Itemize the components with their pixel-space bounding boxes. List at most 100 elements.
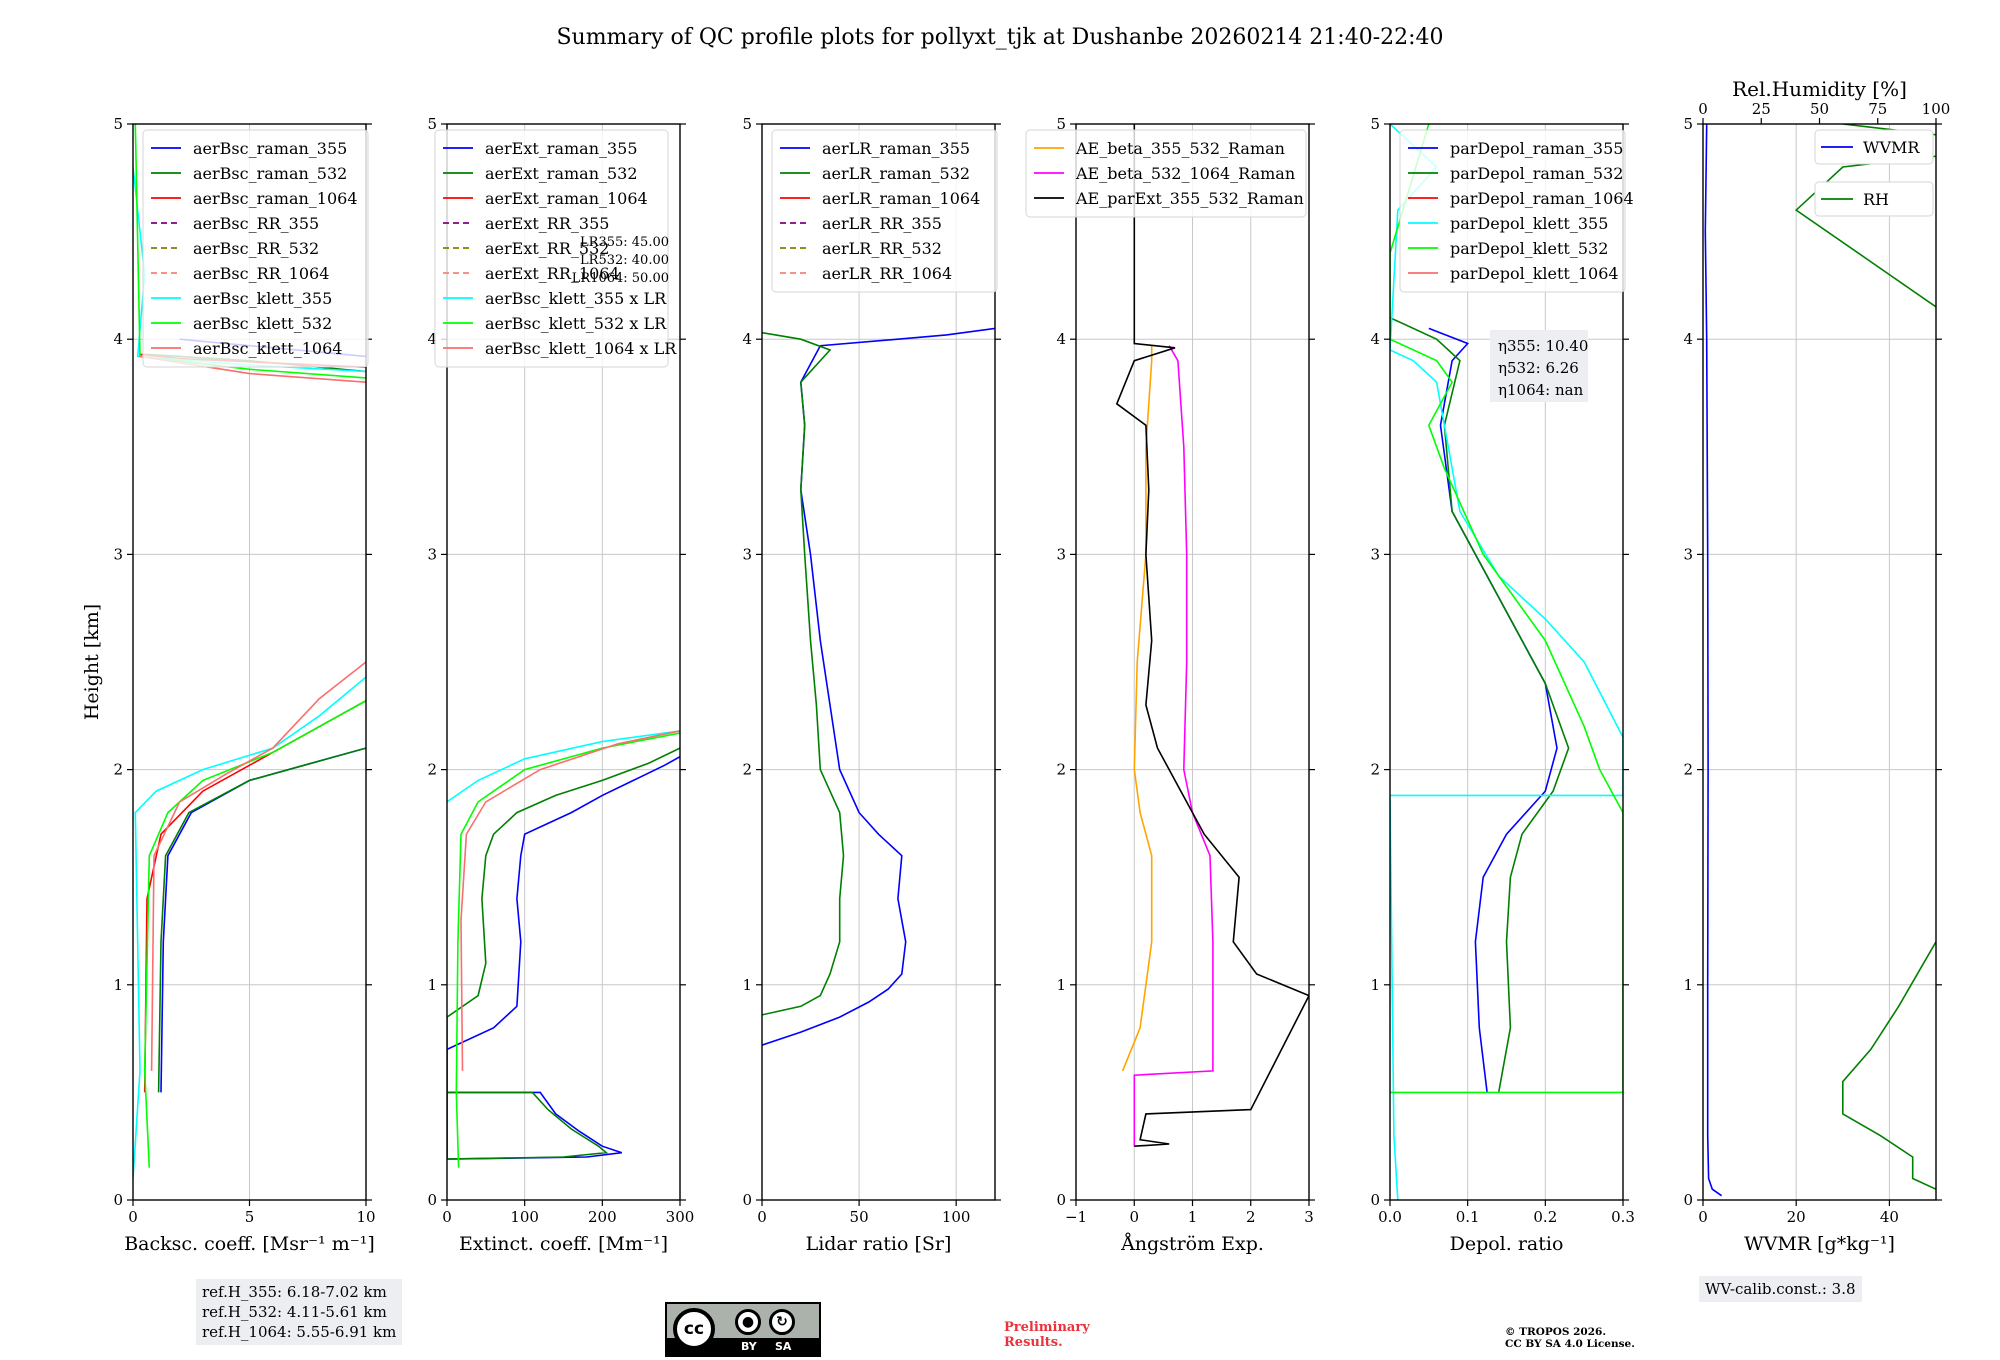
cc-sa-label: SA [775, 1340, 792, 1353]
y-tick-label: 2 [1056, 761, 1066, 779]
y-tick-label: 1 [1056, 976, 1066, 994]
legend-box [434, 129, 669, 368]
y-tick-label: 3 [1370, 545, 1380, 563]
cc-license-logo: cc ● ↻ BY SA [665, 1302, 821, 1357]
x-axis-label: WVMR [g*kg⁻¹] [1744, 1233, 1895, 1255]
legend-label: aerLR_raman_355 [822, 139, 970, 158]
x-tick-label: 0 [442, 1208, 452, 1226]
legend-label: WVMR [1863, 138, 1920, 157]
x-tick-label: 50 [850, 1208, 869, 1226]
y-tick-label: 0 [1056, 1191, 1066, 1209]
legend-label: RH [1863, 190, 1889, 209]
ref-height-1064: ref.H_1064: 5.55-6.91 km [202, 1323, 397, 1341]
x-tick-label: 0 [1129, 1208, 1139, 1226]
series-line-parDepol_raman_355 [1428, 327, 1558, 1093]
x-tick-label: 5 [245, 1208, 255, 1226]
series-line-parDepol_klett_532 [1390, 124, 1623, 1094]
preliminary-line-2: Results. [1004, 1335, 1063, 1350]
legend-label: aerExt_RR_532 [485, 239, 609, 258]
legend-label: aerBsc_klett_355 x LR [485, 289, 667, 308]
eta-label: η355: 10.40 [1498, 337, 1588, 355]
eta-box-bg [1490, 330, 1588, 402]
legend-label: aerLR_raman_1064 [822, 189, 980, 208]
legend: aerExt_raman_355 aerExt_raman_532 aerExt_r… [434, 129, 677, 368]
legend-box [1025, 129, 1307, 218]
y-tick-label: 0 [1370, 1191, 1380, 1209]
legend-box [142, 129, 369, 368]
y-tick-label: 5 [742, 115, 752, 133]
y-axis-label: Height [km] [81, 604, 103, 720]
series-line-parDepol_klett_355 [1390, 124, 1623, 1200]
legend-label: aerBsc_raman_355 [193, 139, 347, 158]
series-line-AE_parExt_355_532_Raman [1115, 124, 1309, 1147]
legend: WVMR RH [1814, 129, 1934, 217]
y-tick-label: 5 [1056, 115, 1066, 133]
panel-depol: 0.0 0.1 0.2 0.3 0 1 2 3 4 5 Depol. ratio parDepol_r… [1370, 115, 1634, 1255]
y-tick-label: 1 [113, 976, 123, 994]
by-person-icon: ● [735, 1309, 761, 1335]
legend: parDepol_raman_355 parDepol_raman_532 parD… [1399, 129, 1634, 293]
y-tick-label: 3 [1056, 545, 1066, 563]
y-tick-label: 0 [427, 1191, 437, 1209]
legend-label: aerBsc_klett_1064 x LR [485, 339, 677, 358]
axes-frame [446, 123, 681, 1201]
x-tick-label: 100 [942, 1208, 971, 1226]
legend-label: aerBsc_RR_355 [193, 214, 319, 233]
panel-water_vapor: 0 20 40 0 1 2 3 4 5 WVMR [g*kg⁻¹] WVMR RH Rel.Humidi… [1683, 77, 1951, 1255]
eta-label: η1064: nan [1498, 381, 1584, 399]
top-tick-label: 100 [1922, 100, 1951, 118]
copyright-line-1: © TROPOS 2026. [1505, 1326, 1607, 1338]
wv-calib-box: WV-calib.const.: 3.8 [1699, 1276, 1862, 1302]
legend-label: parDepol_klett_1064 [1450, 264, 1619, 283]
series-line-aerBsc_raman_532 [157, 747, 366, 1093]
y-tick-label: 4 [1370, 330, 1380, 348]
x-tick-label: −1 [1065, 1208, 1087, 1226]
series-line-AE_beta_355_532_Raman [1121, 345, 1153, 1072]
top-tick-label: 50 [1810, 100, 1829, 118]
legend: aerBsc_raman_355 aerBsc_raman_532 aerBsc_r… [142, 129, 369, 368]
x-tick-label: 3 [1304, 1208, 1314, 1226]
legend-label: aerBsc_klett_1064 [193, 339, 342, 358]
legend-label: aerBsc_RR_1064 [193, 264, 329, 283]
x-tick-label: 0 [757, 1208, 767, 1226]
y-tick-label: 3 [427, 545, 437, 563]
legend-box [1814, 129, 1934, 165]
axes-frame [1075, 123, 1310, 1201]
figure-title: Summary of QC profile plots for pollyxt_… [556, 25, 1443, 50]
x-tick-label: 2 [1246, 1208, 1256, 1226]
y-tick-label: 2 [113, 761, 123, 779]
legend-box [771, 129, 998, 293]
legend-label: aerExt_RR_355 [485, 214, 609, 233]
axes-frame [1702, 123, 1937, 1201]
x-tick-label: 40 [1880, 1208, 1899, 1226]
y-tick-label: 1 [1370, 976, 1380, 994]
x-tick-label: 0.1 [1456, 1208, 1480, 1226]
preliminary-notice: Preliminary Results. [1004, 1320, 1090, 1350]
y-tick-label: 0 [1683, 1191, 1693, 1209]
legend-label: aerExt_raman_355 [485, 139, 638, 158]
wv-calib-label: WV-calib.const.: 3.8 [1705, 1280, 1856, 1298]
x-tick-label: 0.0 [1378, 1208, 1402, 1226]
legend-label: aerBsc_raman_532 [193, 164, 347, 183]
legend-box [1399, 129, 1626, 293]
legend-box [1814, 181, 1934, 217]
panel-lidar_ratio: 0 50 100 0 1 2 3 4 5 Lidar ratio [Sr] aerLR_raman_… [742, 115, 1001, 1255]
series-line-RH [1794, 124, 1936, 1191]
y-tick-label: 5 [1683, 115, 1693, 133]
series-line-aerLR_raman_532 [762, 331, 845, 1016]
legend-label: aerBsc_klett_532 [193, 314, 332, 333]
top-tick-label: 0 [1698, 100, 1708, 118]
x-tick-label: 0 [128, 1208, 138, 1226]
series-line-aerBsc_klett_355 [133, 676, 366, 1179]
axes-frame [132, 123, 367, 1201]
legend-label: parDepol_raman_355 [1450, 139, 1623, 158]
eta-label: η532: 6.26 [1498, 359, 1579, 377]
x-tick-label: 100 [510, 1208, 539, 1226]
x-tick-label: 0 [1698, 1208, 1708, 1226]
series-line-aerExt_raman_532 [447, 747, 680, 1160]
x-axis-label: Lidar ratio [Sr] [806, 1233, 952, 1255]
x-axis-label: Extinct. coeff. [Mm⁻¹] [459, 1233, 668, 1255]
eta-box: η355: 10.40 η532: 6.26 η1064: nan [1490, 330, 1588, 402]
